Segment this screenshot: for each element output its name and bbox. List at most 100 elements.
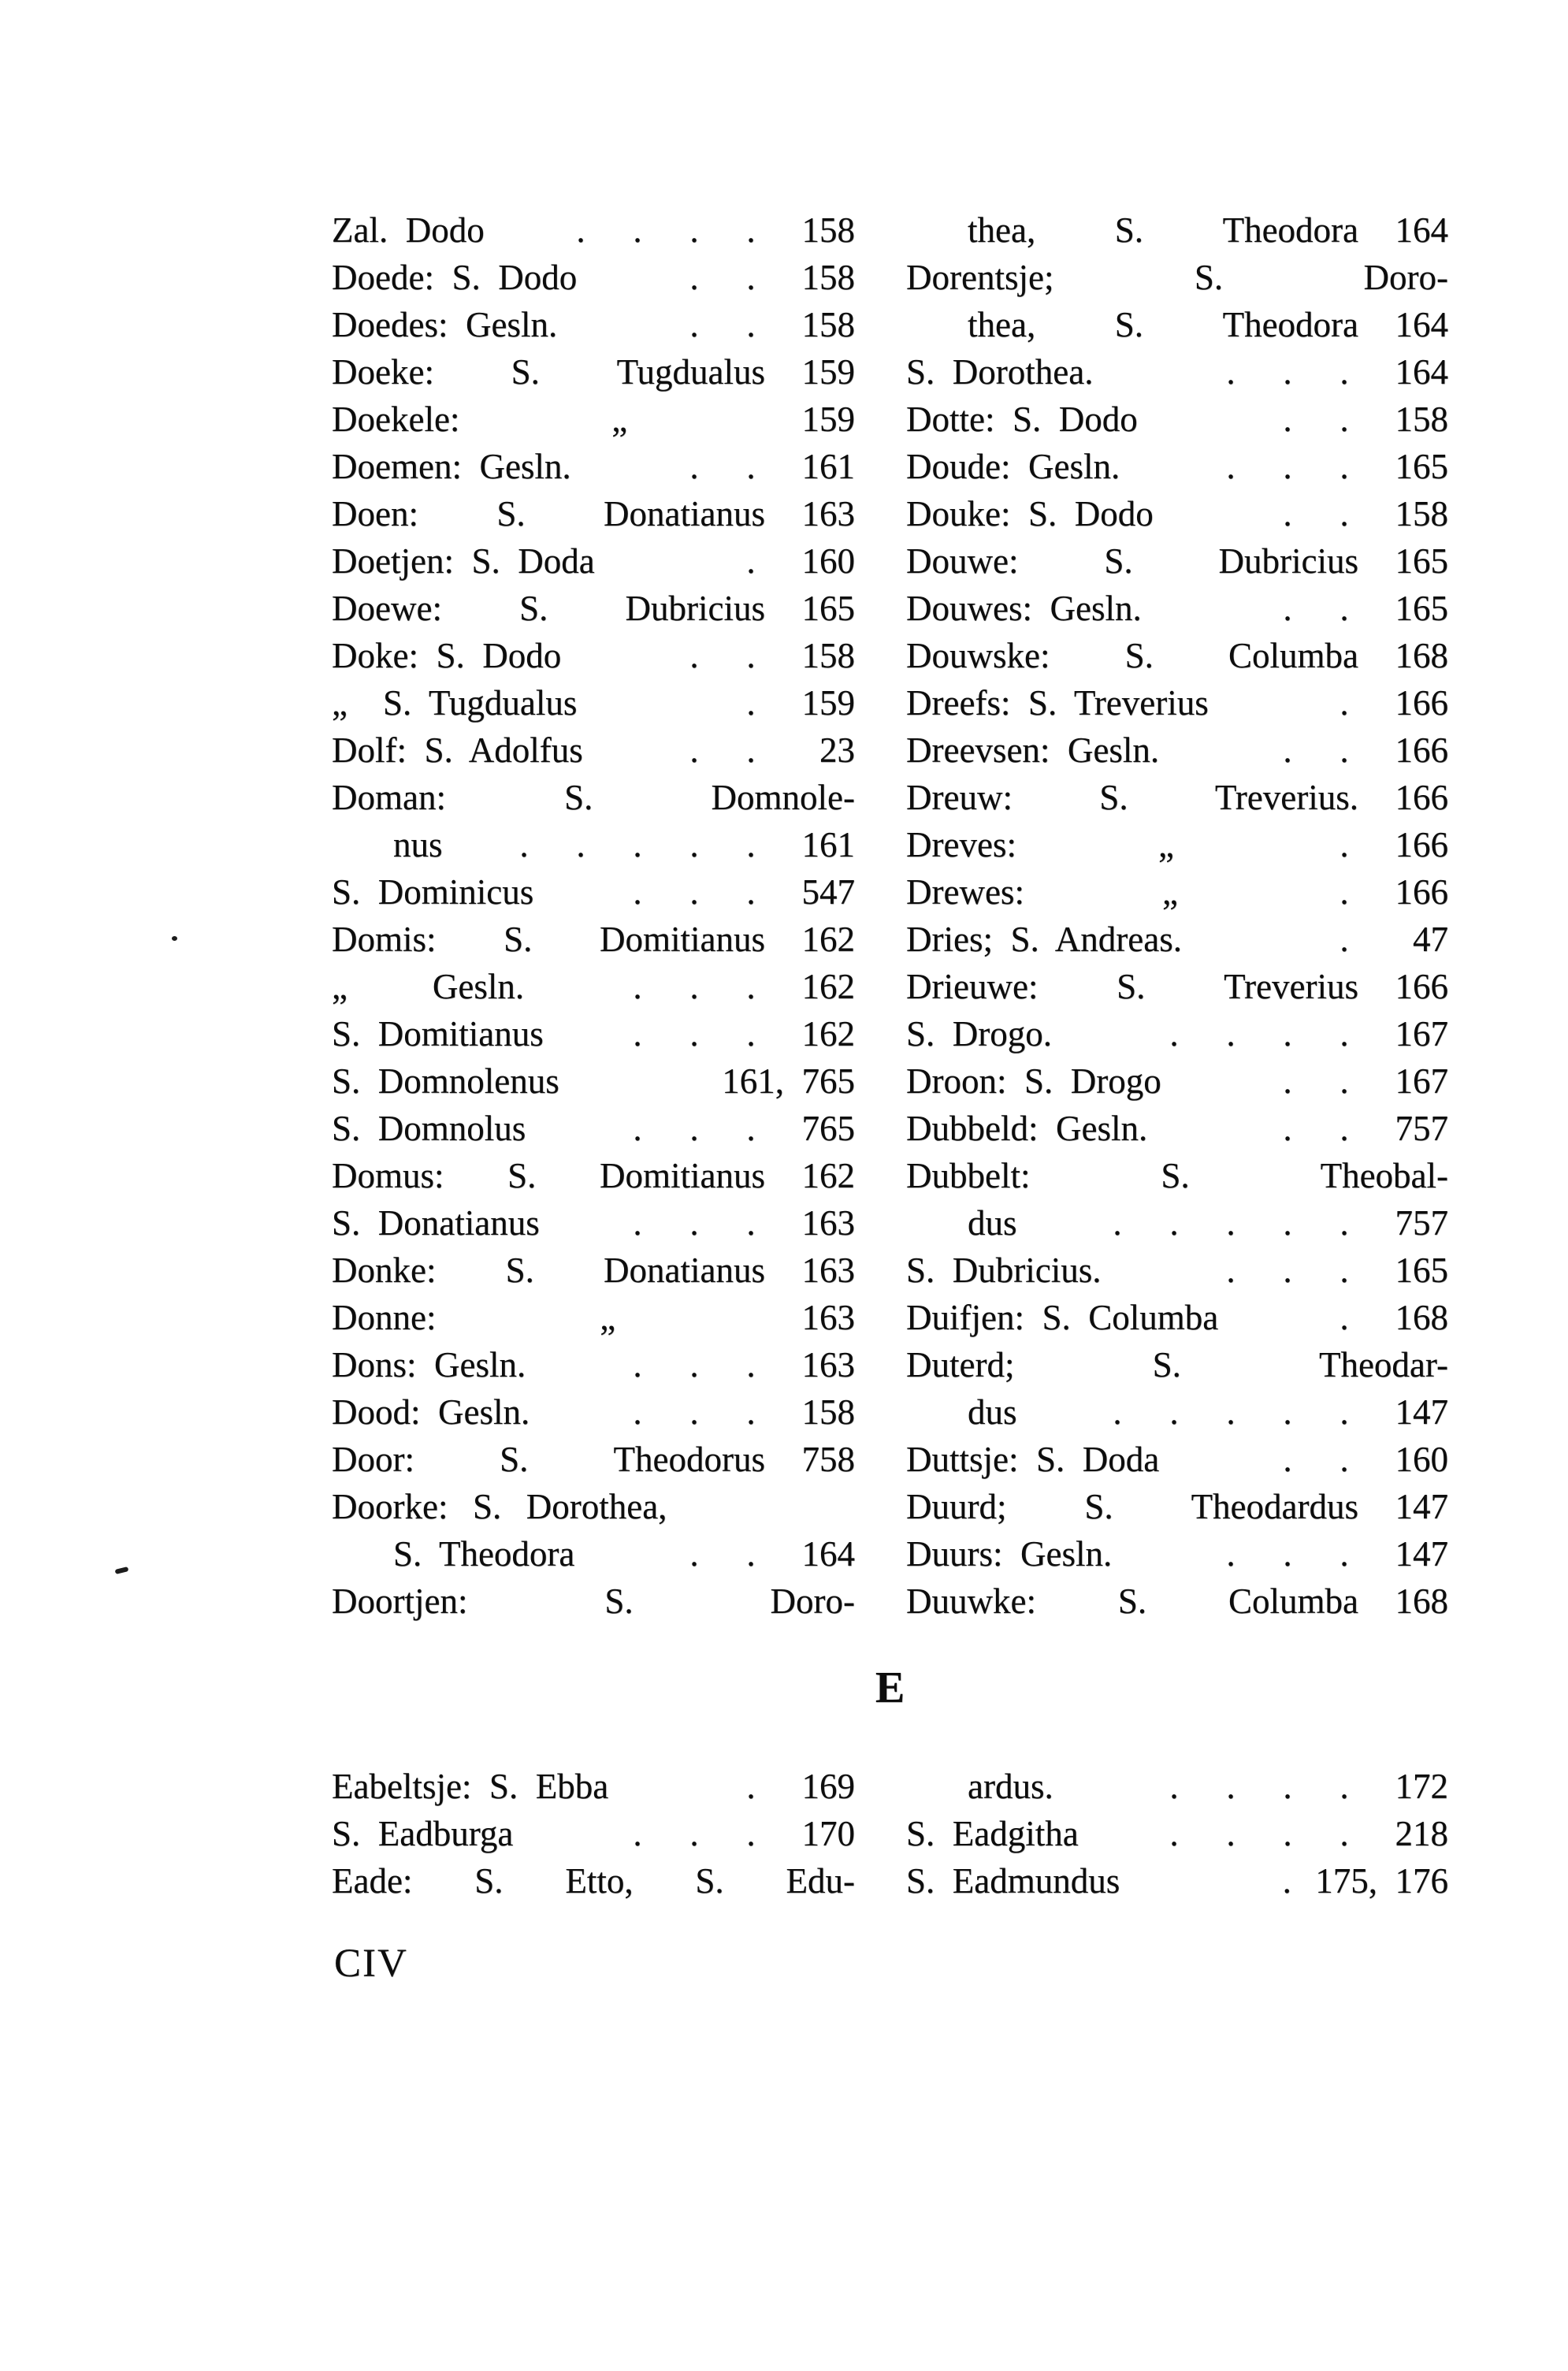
leader-dot: . [746, 1392, 756, 1432]
leader-dot: . [1283, 400, 1292, 439]
index-row: dus..... 147 [906, 1388, 1448, 1436]
entry-text: S. Domitianus [332, 1014, 544, 1054]
leader-dot: . [1283, 1061, 1292, 1101]
page-number: 161, 765 [722, 1061, 855, 1101]
index-row: Doedes: Gesln... 158 [332, 301, 855, 348]
leader-and-page: . 166 [1316, 868, 1448, 916]
entry-text: Dubbeld: Gesln. [906, 1109, 1148, 1148]
index-row: Eade: S. Etto, S. Edu- [332, 1857, 855, 1905]
leader-and-page: ..... 161 [496, 821, 855, 868]
leader-and-page: ... 165 [1202, 1247, 1448, 1294]
entry-text: „ S. Tugdualus [332, 683, 578, 723]
index-row: Douwske: S. Columba 168 [906, 632, 1448, 679]
index-row: Douwe: S. Dubricius 165 [906, 537, 1448, 585]
entry-text: Doetjen: S. Doda [332, 541, 595, 581]
entry-text: Drewes: [906, 872, 1024, 912]
page-number: 160 [801, 541, 856, 581]
entry-text: Duifjen: S. Columba [906, 1298, 1219, 1337]
entry-text: Domus: S. Domitianus [332, 1156, 765, 1195]
leader-dot: . [689, 1345, 699, 1384]
index-column-e-right: ardus..... 172 S. Eadgitha.... 218 S. Eadmun… [906, 1763, 1448, 1905]
page-number: 159 [801, 352, 856, 392]
index-row: S. Eadgitha.... 218 [906, 1810, 1448, 1857]
entry-text: Dons: Gesln. [332, 1345, 526, 1384]
page-number: 165 [1395, 541, 1449, 581]
leader-dot: . [519, 825, 529, 864]
entry-text: Droon: S. Drogo [906, 1061, 1161, 1101]
page-number: 163 [801, 1345, 856, 1384]
page-number: 758 [801, 1440, 856, 1479]
leader-dot: . [746, 1203, 756, 1243]
page-number: 175, 176 [1315, 1861, 1448, 1901]
index-row: S. Theodora.. 164 [332, 1530, 855, 1578]
leader-and-page: 165 [779, 585, 856, 632]
entry-text: S. Dubricius. [906, 1251, 1102, 1290]
entry-text: Doedes: Gesln. [332, 305, 558, 344]
page-number: 167 [1395, 1014, 1449, 1054]
entry-text: Doortjen: S. Doro- [332, 1581, 855, 1621]
ditto-mark: „ [600, 1298, 616, 1337]
leader-dot: . [689, 1203, 699, 1243]
index-column-d-right: thea, S. Theodora 164 Dorentsje; S. Doro-thea,… [906, 206, 1448, 1625]
leader-and-page: 159 [779, 396, 856, 443]
leader-and-page: .. 158 [666, 632, 855, 679]
index-row: Domus: S. Domitianus 162 [332, 1152, 855, 1199]
index-row: Door: S. Theodorus 758 [332, 1436, 855, 1483]
index-row: „ S. Tugdualus. 159 [332, 679, 855, 727]
index-row: Duttsje: S. Doda.. 160 [906, 1436, 1448, 1483]
leader-and-page: ... 765 [609, 1105, 855, 1152]
leader-dot: . [689, 1392, 699, 1432]
page-number: 165 [1395, 447, 1449, 486]
entry-text: S. Donatianus [332, 1203, 540, 1243]
page-number: 167 [1395, 1061, 1449, 1101]
page-number: 161 [801, 825, 856, 864]
leader-dot: . [746, 210, 756, 250]
leader-dot: . [746, 258, 756, 297]
page-number: 163 [801, 494, 856, 533]
leader-dot: . [633, 1814, 642, 1853]
leader-dot: . [1283, 1440, 1292, 1479]
leader-dot: . [1339, 730, 1349, 770]
leader-dot: . [1339, 1061, 1349, 1101]
leader-dot: . [576, 210, 585, 250]
index-row: Doude: Gesln.... 165 [906, 443, 1448, 490]
leader-dot: . [1113, 1392, 1122, 1432]
page-number: 162 [801, 1014, 856, 1054]
leader-dot: . [1339, 825, 1349, 864]
leader-dot: . [1339, 920, 1349, 959]
index-row: Donke: S. Donatianus 163 [332, 1247, 855, 1294]
leader-dot: . [1339, 1814, 1349, 1853]
page-number: 164 [1395, 305, 1449, 344]
leader-and-page: . 166 [1316, 679, 1448, 727]
entry-text: ardus. [968, 1767, 1053, 1806]
page-number: 166 [1395, 872, 1449, 912]
leader-dot: . [689, 210, 699, 250]
leader-and-page: 168 [1373, 1578, 1449, 1625]
index-row: Dries; S. Andreas.. 47 [906, 916, 1448, 963]
ditto-mark: „ [1161, 872, 1178, 912]
leader-dot: . [746, 683, 756, 723]
entry-text: Doewe: S. Dubricius [332, 589, 765, 628]
section-heading-e: E [875, 1663, 905, 1712]
leader-dot: . [576, 825, 585, 864]
leader-dot: . [746, 1814, 756, 1853]
leader-and-page: 168 [1373, 632, 1449, 679]
entry-text: Duuwke: S. Columba [906, 1581, 1358, 1621]
leader-dot: . [746, 636, 756, 675]
leader-and-page: 164 [1373, 206, 1449, 254]
index-row: Donne: „ 163 [332, 1294, 855, 1341]
leader-dot: . [689, 872, 699, 912]
entry-text: Drieuwe: S. Treverius [906, 967, 1358, 1006]
index-row: dus..... 757 [906, 1199, 1448, 1247]
page-number: 218 [1395, 1814, 1449, 1853]
leader-and-page: ... 163 [609, 1341, 855, 1388]
leader-and-page: . 169 [723, 1763, 855, 1810]
leader-and-page: .. 158 [666, 254, 855, 301]
leader-and-page: . 175, 176 [1258, 1857, 1448, 1905]
page-number: 168 [1395, 1581, 1449, 1621]
index-row: S. Donatianus... 163 [332, 1199, 855, 1247]
entry-text: Dood: Gesln. [332, 1392, 530, 1432]
leader-dot: . [746, 825, 756, 864]
leader-and-page: ... 147 [1202, 1530, 1448, 1578]
entry-text: S. Eadburga [332, 1814, 514, 1853]
